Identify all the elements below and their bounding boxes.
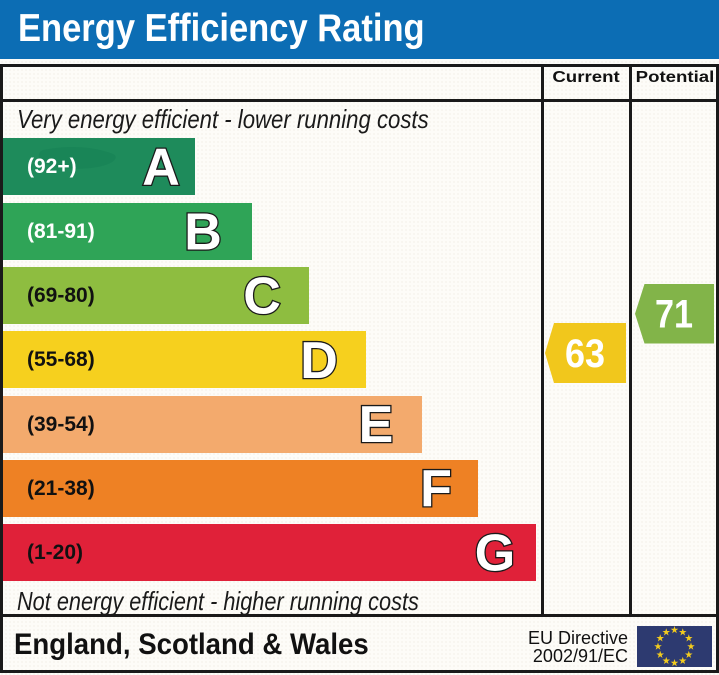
svg-text:63: 63 [565, 332, 605, 376]
svg-text:71: 71 [655, 293, 693, 337]
svg-text:A: A [142, 139, 180, 197]
svg-text:G: G [475, 525, 515, 583]
svg-text:B: B [184, 204, 222, 262]
svg-text:C: C [243, 268, 281, 326]
svg-text:F: F [420, 460, 452, 518]
svg-text:D: D [300, 332, 338, 390]
svg-text:E: E [359, 396, 394, 454]
